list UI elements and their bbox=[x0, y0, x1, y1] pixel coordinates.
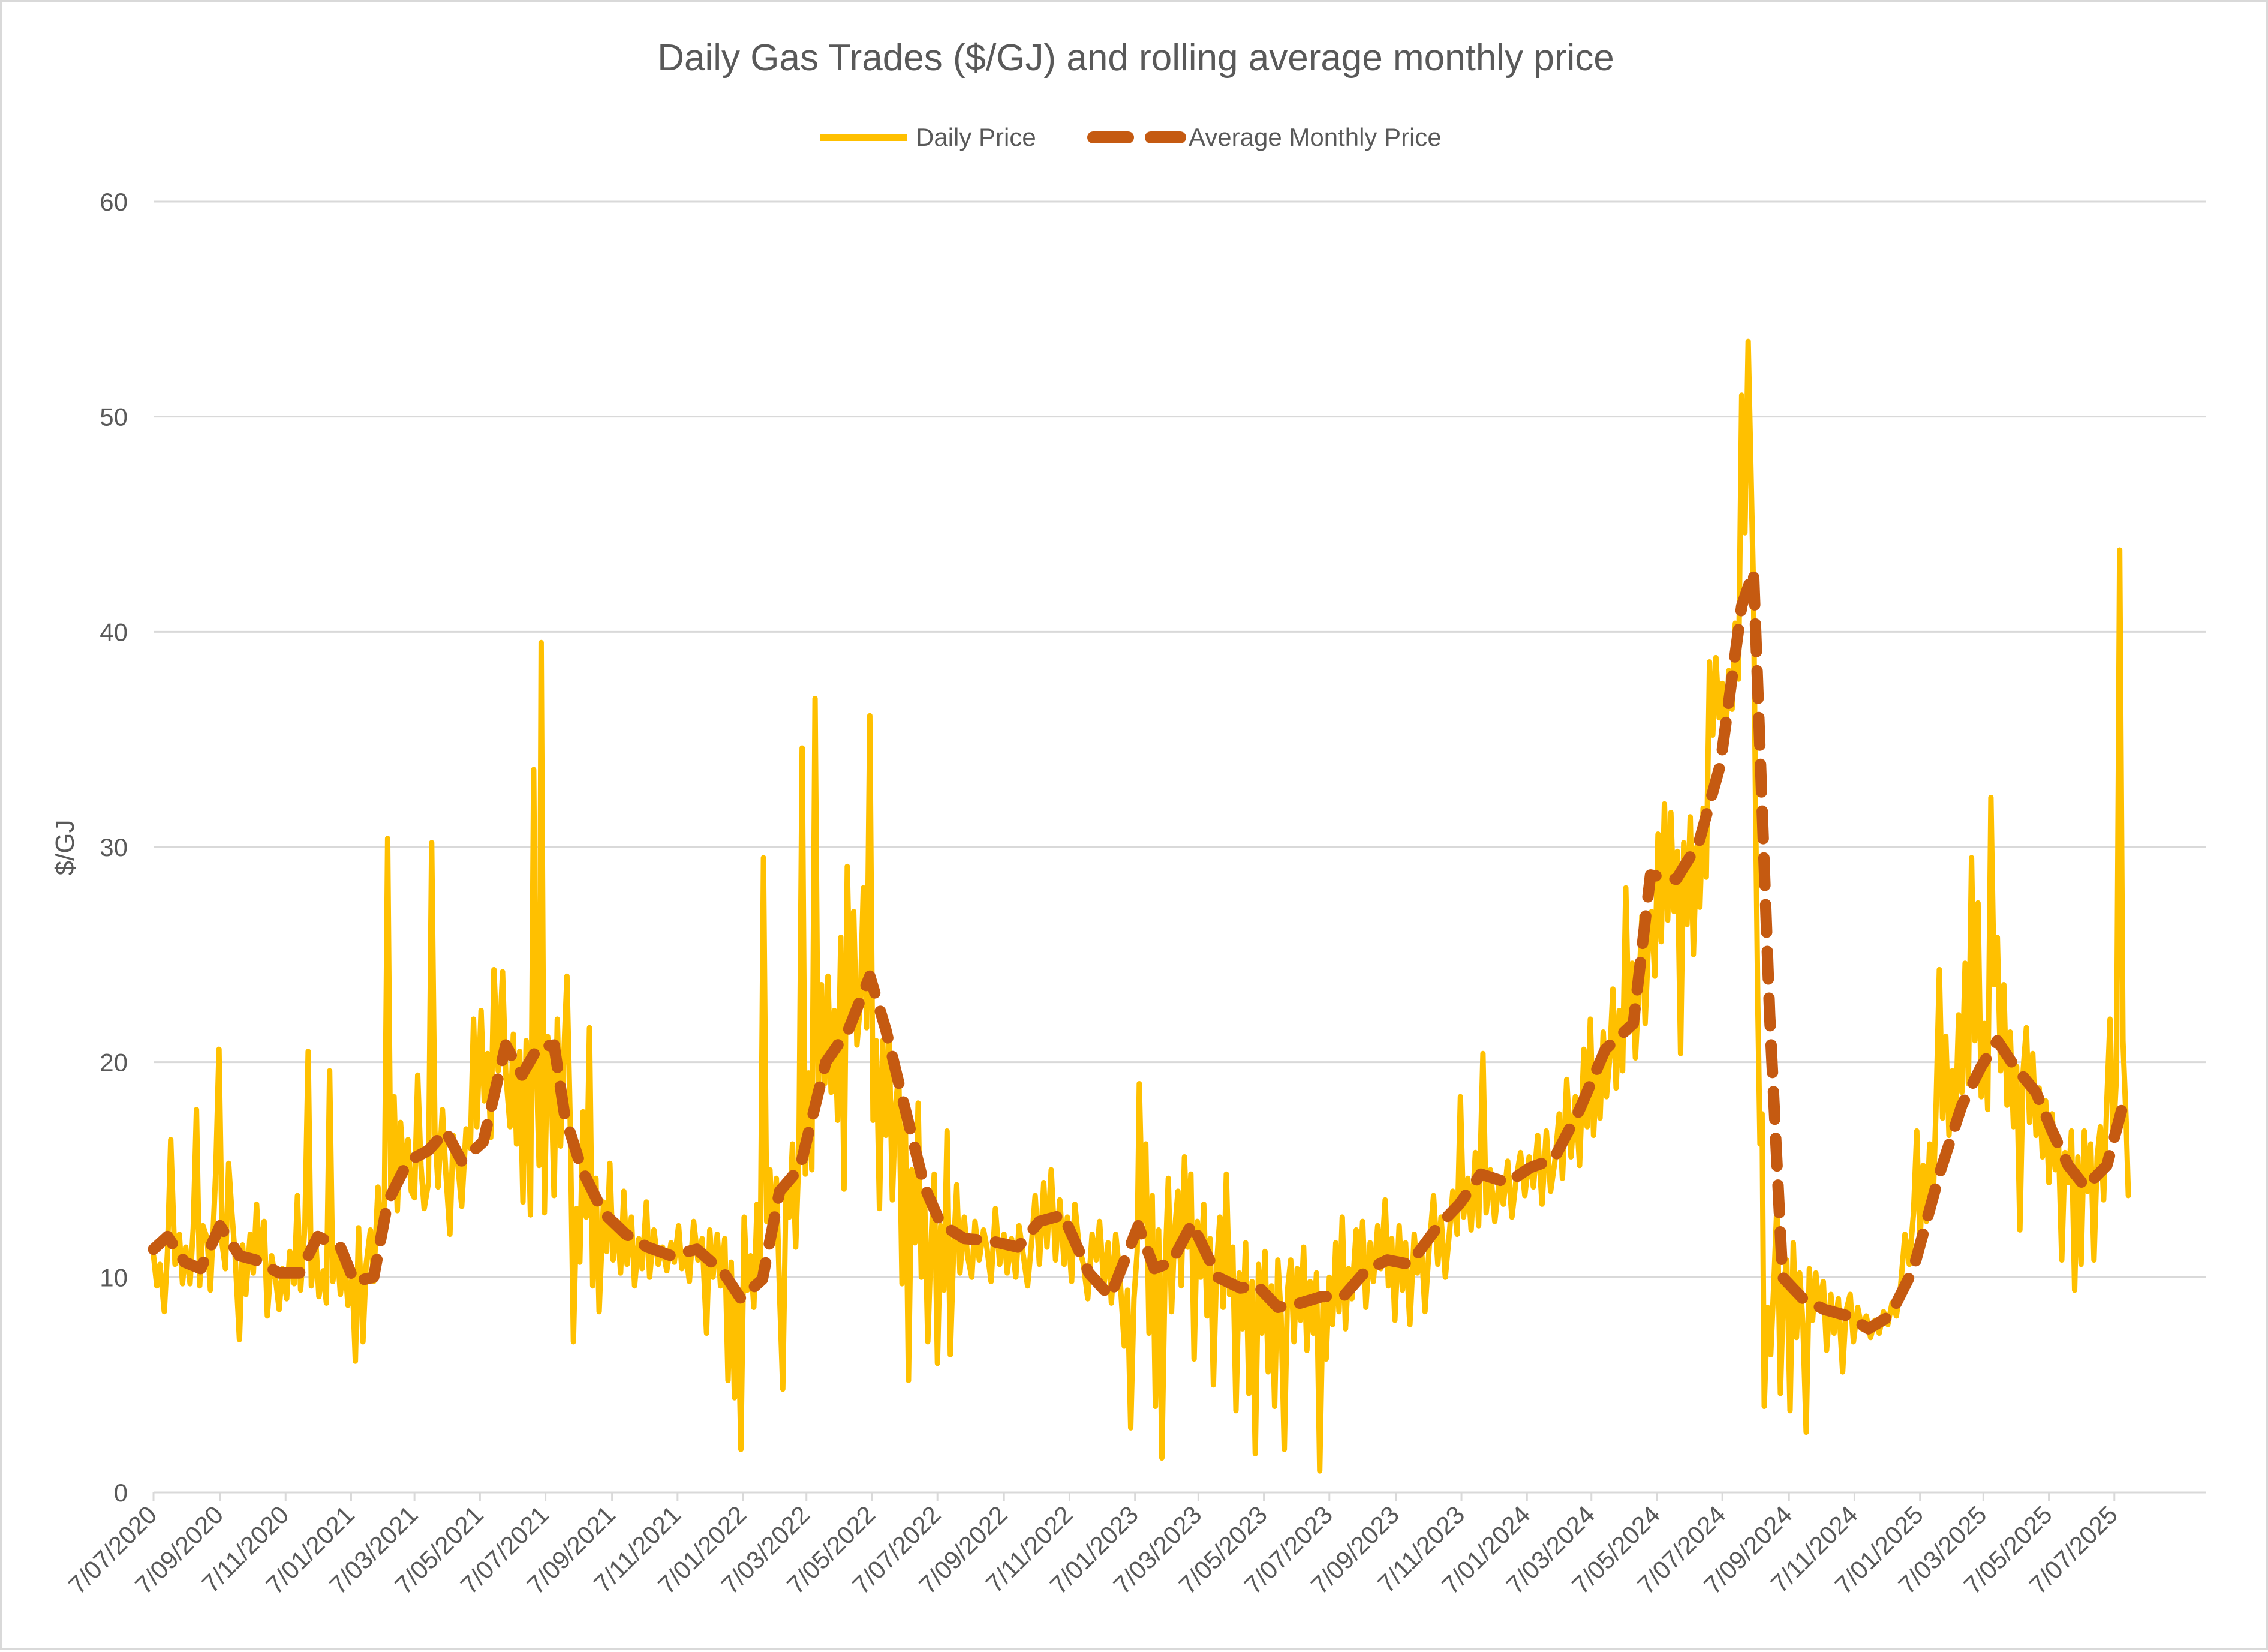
series-line-average-monthly-price bbox=[148, 566, 2129, 1335]
y-tick-label: 20 bbox=[100, 1049, 128, 1077]
x-axis-ticks: 7/07/20207/09/20207/11/20207/01/20217/03… bbox=[63, 1492, 2123, 1599]
legend-item-average-monthly-price: Average Monthly Price bbox=[1087, 123, 1442, 151]
legend-label-daily-price: Daily Price bbox=[916, 123, 1036, 151]
legend-item-daily-price: Daily Price bbox=[820, 123, 1036, 151]
y-tick-label: 40 bbox=[100, 618, 128, 646]
y-tick-label: 60 bbox=[100, 188, 128, 216]
y-tick-label: 50 bbox=[100, 403, 128, 431]
y-axis-label: $/GJ bbox=[50, 820, 80, 876]
legend-label-average-monthly-price: Average Monthly Price bbox=[1189, 123, 1442, 151]
series-layer bbox=[148, 338, 2131, 1474]
series-line-daily-price bbox=[151, 338, 2131, 1474]
y-axis-ticks: 0 10 20 30 40 50 60 bbox=[100, 188, 128, 1507]
y-tick-label: 10 bbox=[100, 1263, 128, 1291]
y-tick-label: 0 bbox=[114, 1479, 128, 1507]
legend: Daily Price Average Monthly Price bbox=[820, 123, 1442, 151]
chart-title: Daily Gas Trades ($/GJ) and rolling aver… bbox=[657, 37, 1614, 79]
y-tick-label: 30 bbox=[100, 833, 128, 861]
gridlines bbox=[154, 200, 2206, 1278]
